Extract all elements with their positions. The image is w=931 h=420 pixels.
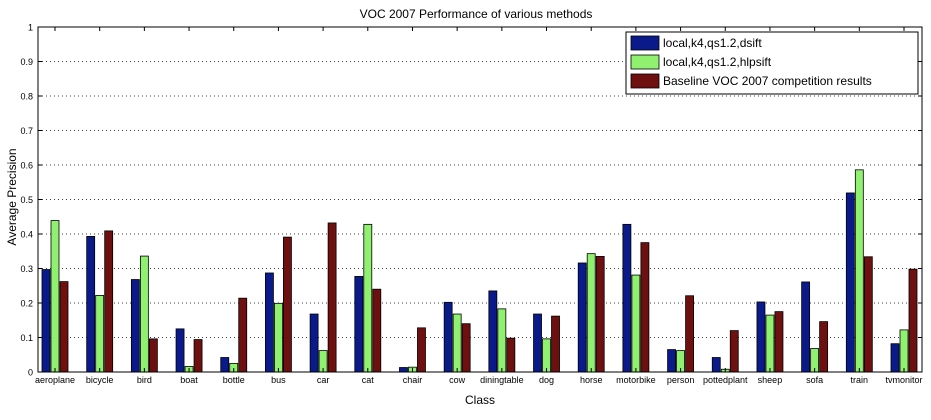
bar-tvmonitor-series-3 [908,268,918,373]
x-tick-label: bicycle [86,375,114,385]
y-tick-label: 0.9 [20,57,33,67]
y-tick-label: 0.8 [20,92,33,102]
legend-box [625,31,919,95]
x-tick-label: sheep [758,375,783,385]
bar-dog-series-2 [542,338,551,373]
bar-bird-series-3 [148,338,158,373]
legend-swatch [630,73,660,89]
bar-bus-series-3 [283,236,292,373]
x-tick-label: bus [271,375,286,385]
bar-tvmonitor-series-2 [899,329,909,373]
bar-person-series-3 [685,295,694,373]
y-tick-label: 1 [28,23,33,33]
x-tick-label: pottedplant [703,375,748,385]
bar-bird-series-2 [139,255,149,373]
x-tick-label: cat [362,375,375,385]
bar-diningtable-series-2 [497,308,507,373]
bar-diningtable-series-3 [506,337,516,373]
bar-motorbike-series-1 [622,223,632,373]
bar-person-series-1 [667,349,676,373]
bar-horse-series-3 [595,256,605,373]
bar-train-series-1 [845,192,855,373]
bar-sofa-series-3 [819,321,829,373]
bar-tvmonitor-series-1 [890,343,900,373]
bar-bottle-series-3 [238,297,248,373]
x-axis-label: Class [465,393,495,407]
bar-aeroplane-series-2 [50,220,60,373]
y-tick-label: 0.3 [20,264,33,274]
ticks: 0 0.1 0.2 0.3 0.4 0.5 0.6 0.7 0.8 0.9 1 aeroplane bi… [20,23,922,386]
x-tick-label: diningtable [480,375,524,385]
legend-swatch [630,35,660,51]
y-tick-label: 0.6 [20,161,33,171]
x-tick-label: aeroplane [35,375,75,385]
legend-label: local,k4,qs1.2,hlpsift [663,55,772,69]
bar-train-series-3 [863,256,873,373]
x-tick-label: sofa [806,375,823,385]
bar-bottle-series-1 [220,357,230,373]
legend-label: local,k4,qs1.2,dsift [663,36,762,50]
legend-swatch [630,54,660,70]
bar-car-series-1 [309,313,319,373]
y-tick-label: 0.4 [20,230,33,240]
bar-train-series-2 [854,169,864,373]
y-tick-label: 0.5 [20,195,33,205]
bar-bicycle-series-1 [86,236,96,373]
bar-horse-series-2 [586,253,596,373]
y-tick-label: 0.7 [20,126,33,136]
y-tick-label: 0.2 [20,299,33,309]
y-tick-label: 0.1 [20,333,33,343]
legend-label: Baseline VOC 2007 competition results [663,74,872,88]
x-tick-label: chair [403,375,423,385]
x-tick-label: bottle [223,375,245,385]
bar-sofa-series-1 [801,281,811,373]
bar-diningtable-series-1 [488,290,498,373]
grid-lines [38,61,922,338]
bar-cow-series-3 [461,323,471,373]
bar-boat-series-1 [175,328,185,373]
bar-dog-series-3 [551,315,560,373]
x-tick-label: person [667,375,695,385]
y-tick-label: 0 [28,368,33,378]
bar-bus-series-2 [274,302,283,373]
x-tick-label: horse [580,375,603,385]
bar-sheep-series-3 [774,311,784,373]
x-tick-label: cow [449,375,466,385]
bar-bus-series-1 [265,272,274,373]
bar-cow-series-1 [443,301,453,373]
bar-aeroplane-series-1 [41,269,51,373]
bar-cat-series-2 [363,223,373,373]
bar-cow-series-2 [452,313,462,373]
bar-cat-series-3 [372,288,382,373]
chart-title: VOC 2007 Performance of various methods [360,7,593,21]
bar-aeroplane-series-3 [59,281,69,373]
bar-bicycle-series-3 [104,230,114,373]
bar-sheep-series-2 [765,314,775,373]
x-tick-label: motorbike [616,375,656,385]
bar-pottedplant-series-1 [711,357,721,373]
x-tick-label: bird [137,375,152,385]
x-tick-label: dog [539,375,554,385]
x-tick-label: car [317,375,330,385]
bar-chair-series-3 [417,327,426,373]
bar-motorbike-series-2 [631,274,641,373]
bar-sheep-series-1 [756,301,766,373]
bar-cat-series-1 [354,276,364,373]
bar-bird-series-1 [130,279,140,373]
bar-car-series-3 [327,222,337,373]
bar-motorbike-series-3 [640,242,650,373]
bars [41,169,918,373]
legend: local,k4,qs1.2,dsift local,k4,qs1.2,hlpsi… [625,31,919,95]
bar-chair-series-1 [399,367,408,373]
x-tick-label: boat [180,375,198,385]
bar-horse-series-1 [577,262,587,373]
bar-bicycle-series-2 [95,295,105,373]
bar-boat-series-3 [193,339,203,373]
bar-dog-series-1 [533,313,542,373]
x-tick-label: tvmonitor [885,375,922,385]
y-axis-label: Average Precision [5,148,19,245]
x-tick-label: train [851,375,869,385]
bar-pottedplant-series-3 [729,330,739,373]
